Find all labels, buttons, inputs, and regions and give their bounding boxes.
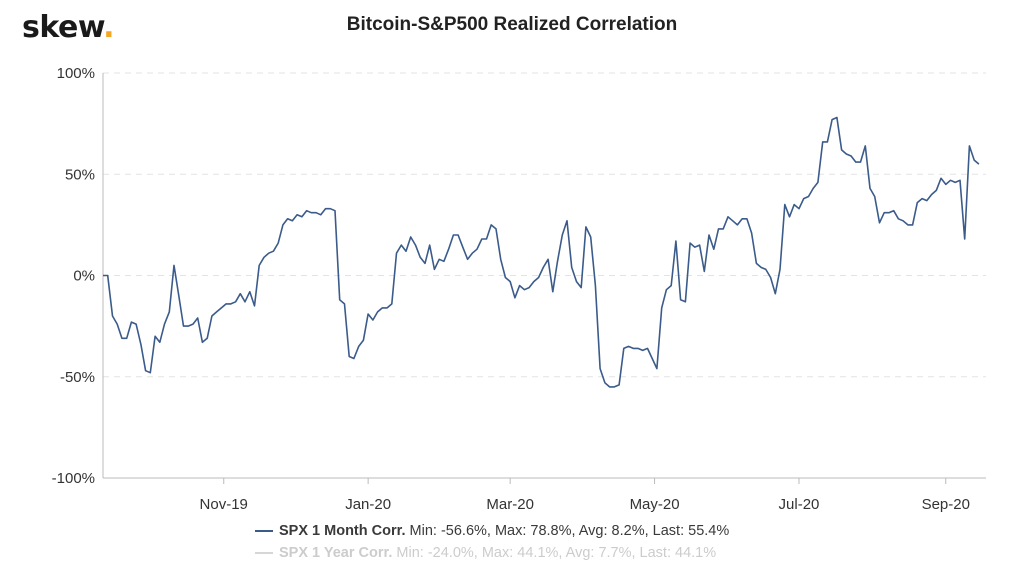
legend-item-1-month[interactable]: SPX 1 Month Corr. Min: -56.6%, Max: 78.8…: [255, 523, 729, 539]
legend-series-stats: Min: -24.0%, Max: 44.1%, Avg: 7.7%, Last…: [396, 545, 717, 561]
y-tick-label: -100%: [52, 470, 95, 487]
x-tick-label: Jan-20: [345, 496, 391, 513]
legend-item-1-year[interactable]: SPX 1 Year Corr. Min: -24.0%, Max: 44.1%…: [255, 545, 716, 561]
correlation-chart: 100% 50% 0% -50% -100% Nov-19 Jan-20 Mar-20 May-…: [52, 65, 986, 513]
chart-title: Bitcoin-S&P500 Realized Correlation: [346, 14, 678, 35]
legend-series-name: SPX 1 Year Corr.: [279, 545, 393, 561]
skew-logo: skew.: [22, 10, 115, 45]
y-tick-label: 0%: [73, 268, 95, 285]
legend-series-stats: Min: -56.6%, Max: 78.8%, Avg: 8.2%, Last…: [409, 523, 730, 539]
series-line-1-month: [103, 116, 980, 388]
x-tick-label: Mar-20: [486, 496, 534, 513]
x-tick-label: May-20: [630, 496, 680, 513]
y-tick-label: 50%: [65, 166, 95, 183]
legend-series-name: SPX 1 Month Corr.: [279, 523, 406, 539]
legend-swatch-1-month: [255, 530, 273, 533]
x-tick-label: Sep-20: [922, 496, 970, 513]
y-tick-label: 100%: [57, 65, 95, 82]
x-tick-label: Nov-19: [200, 496, 248, 513]
x-tick-label: Jul-20: [779, 496, 820, 513]
legend-swatch-1-year: [255, 552, 273, 555]
y-tick-label: -50%: [60, 369, 95, 386]
